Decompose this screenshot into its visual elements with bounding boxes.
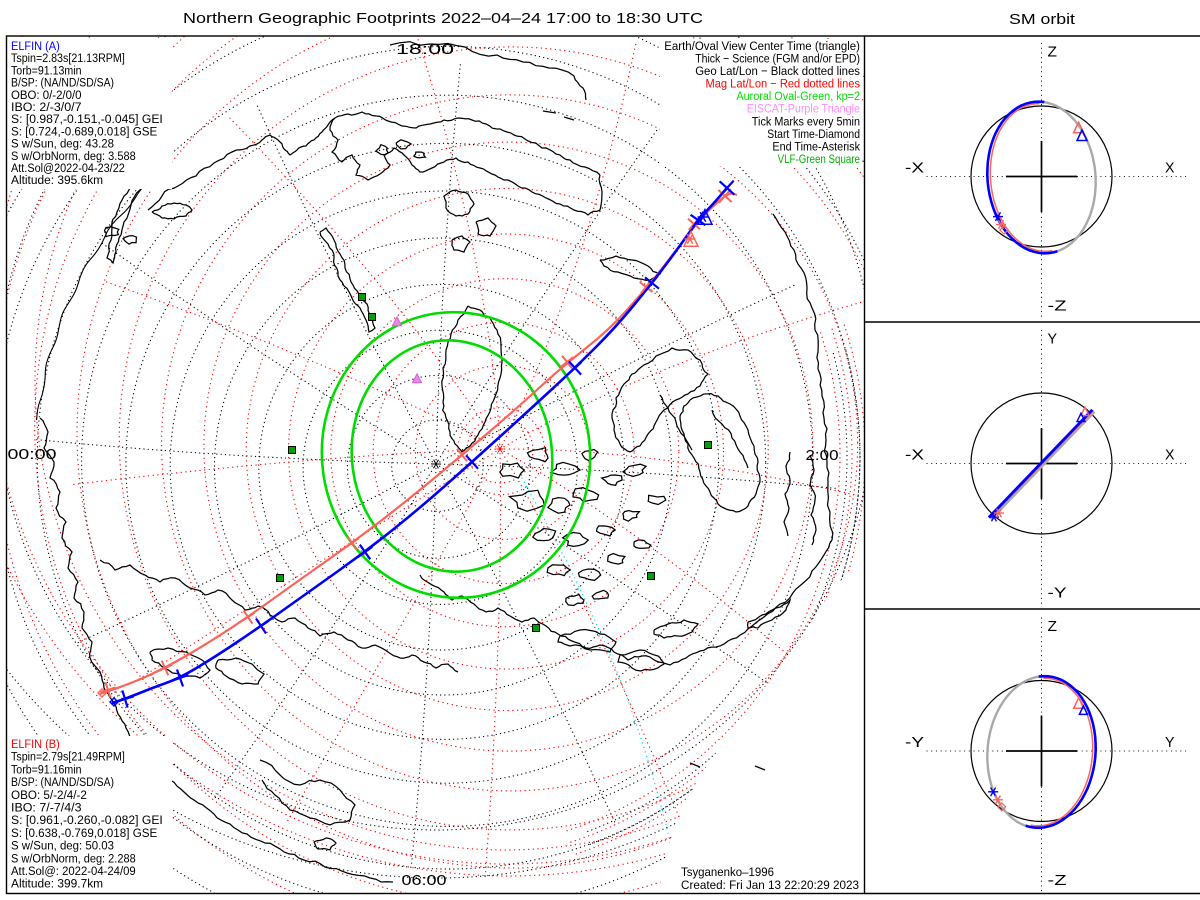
- svg-text:OBO: 0/-2/0/0: OBO: 0/-2/0/0: [11, 88, 82, 102]
- svg-text:Z: Z: [1048, 618, 1058, 635]
- svg-text:VLF-Green Square: VLF-Green Square: [778, 152, 861, 166]
- svg-text:End Time-Asterisk: End Time-Asterisk: [772, 139, 860, 153]
- svg-text:06:00: 06:00: [402, 872, 447, 889]
- svg-text:Thick − Science (FGM and/or EP: Thick − Science (FGM and/or EPD): [695, 52, 860, 66]
- svg-text:Earth/Oval View Center Time (t: Earth/Oval View Center Time (triangle): [664, 39, 860, 53]
- svg-text:Att.Sol@2022-04-23/22: Att.Sol@2022-04-23/22: [11, 161, 125, 175]
- svg-text:X: X: [1165, 160, 1175, 177]
- svg-text:Created: Fri Jan 13 22:20:29 2: Created: Fri Jan 13 22:20:29 2023: [681, 878, 859, 892]
- svg-text:Mag Lat/Lon − Red dotted lines: Mag Lat/Lon − Red dotted lines: [706, 77, 861, 91]
- svg-text:Altitude: 399.7km: Altitude: 399.7km: [11, 877, 103, 891]
- svg-text:S w/Sun, deg: 50.03: S w/Sun, deg: 50.03: [11, 839, 114, 853]
- svg-text:S: [0.987,-0.151,-0.045] GEI: S: [0.987,-0.151,-0.045] GEI: [11, 112, 163, 126]
- svg-text:Geo Lat/Lon − Black dotted lin: Geo Lat/Lon − Black dotted lines: [695, 64, 860, 78]
- svg-text:Altitude: 395.6km: Altitude: 395.6km: [11, 173, 103, 187]
- svg-text:-X: -X: [905, 160, 924, 177]
- svg-text:-Y: -Y: [905, 734, 924, 751]
- svg-text:S w/OrbNorm, deg: 2.288: S w/OrbNorm, deg: 2.288: [11, 851, 136, 865]
- svg-text:-Y: -Y: [1048, 585, 1067, 602]
- svg-text:OBO: 5/-2/4/-2: OBO: 5/-2/4/-2: [11, 788, 87, 802]
- svg-text:B/SP: (NA/ND/SD/SA): B/SP: (NA/ND/SD/SA): [11, 775, 114, 789]
- svg-text:B/SP: (NA/ND/SD/SA): B/SP: (NA/ND/SD/SA): [11, 76, 114, 90]
- svg-text:IBO: 2/-3/0/7: IBO: 2/-3/0/7: [11, 100, 82, 114]
- svg-text:Y: Y: [1048, 331, 1058, 348]
- svg-text:Tsyganenko–1996: Tsyganenko–1996: [681, 865, 774, 879]
- svg-text:18:00: 18:00: [396, 41, 454, 58]
- svg-text:IBO: 7/-7/4/3: IBO: 7/-7/4/3: [11, 801, 82, 815]
- svg-text:Northern Geographic Footprints: Northern Geographic Footprints 2022–04–2…: [183, 10, 703, 27]
- svg-text:S: [0.961,-0.260,-0.082] GEI: S: [0.961,-0.260,-0.082] GEI: [11, 813, 163, 827]
- svg-text:2:00: 2:00: [806, 447, 839, 464]
- svg-text:Tspin=2.83s[21.13RPM]: Tspin=2.83s[21.13RPM]: [11, 51, 125, 65]
- svg-text:Auroral Oval-Green, kp=2: Auroral Oval-Green, kp=2: [736, 89, 860, 103]
- svg-text:S: [0.724,-0.689,0.018] GSE: S: [0.724,-0.689,0.018] GSE: [11, 124, 157, 138]
- svg-text:Torb=91.16min: Torb=91.16min: [11, 762, 82, 776]
- svg-text:-Z: -Z: [1048, 872, 1067, 889]
- svg-text:Z: Z: [1048, 44, 1058, 61]
- svg-text:Torb=91.13min: Torb=91.13min: [11, 63, 82, 77]
- svg-text:Att.Sol@: 2022-04-24/09: Att.Sol@: 2022-04-24/09: [11, 864, 136, 878]
- svg-text:Tspin=2.79s[21.49RPM]: Tspin=2.79s[21.49RPM]: [11, 750, 125, 764]
- svg-text:Tick Marks every 5min: Tick Marks every 5min: [752, 114, 860, 128]
- svg-text:00:00: 00:00: [8, 446, 57, 463]
- svg-text:-X: -X: [905, 447, 924, 464]
- svg-text:SM orbit: SM orbit: [1009, 11, 1076, 28]
- svg-text:Y: Y: [1165, 734, 1175, 751]
- svg-text:EISCAT-Purple Triangle: EISCAT-Purple Triangle: [747, 102, 860, 116]
- svg-text:S: [0.638,-0.769,0.018] GSE: S: [0.638,-0.769,0.018] GSE: [11, 826, 157, 840]
- svg-text:ELFIN (A): ELFIN (A): [11, 39, 60, 53]
- svg-text:Start Time-Diamond: Start Time-Diamond: [767, 127, 860, 141]
- svg-text:S w/OrbNorm, deg: 3.588: S w/OrbNorm, deg: 3.588: [11, 149, 136, 163]
- svg-text:S w/Sun, deg: 43.28: S w/Sun, deg: 43.28: [11, 137, 114, 151]
- svg-text:-Z: -Z: [1048, 298, 1067, 315]
- svg-text:X: X: [1165, 447, 1175, 464]
- svg-text:ELFIN (B): ELFIN (B): [11, 737, 60, 751]
